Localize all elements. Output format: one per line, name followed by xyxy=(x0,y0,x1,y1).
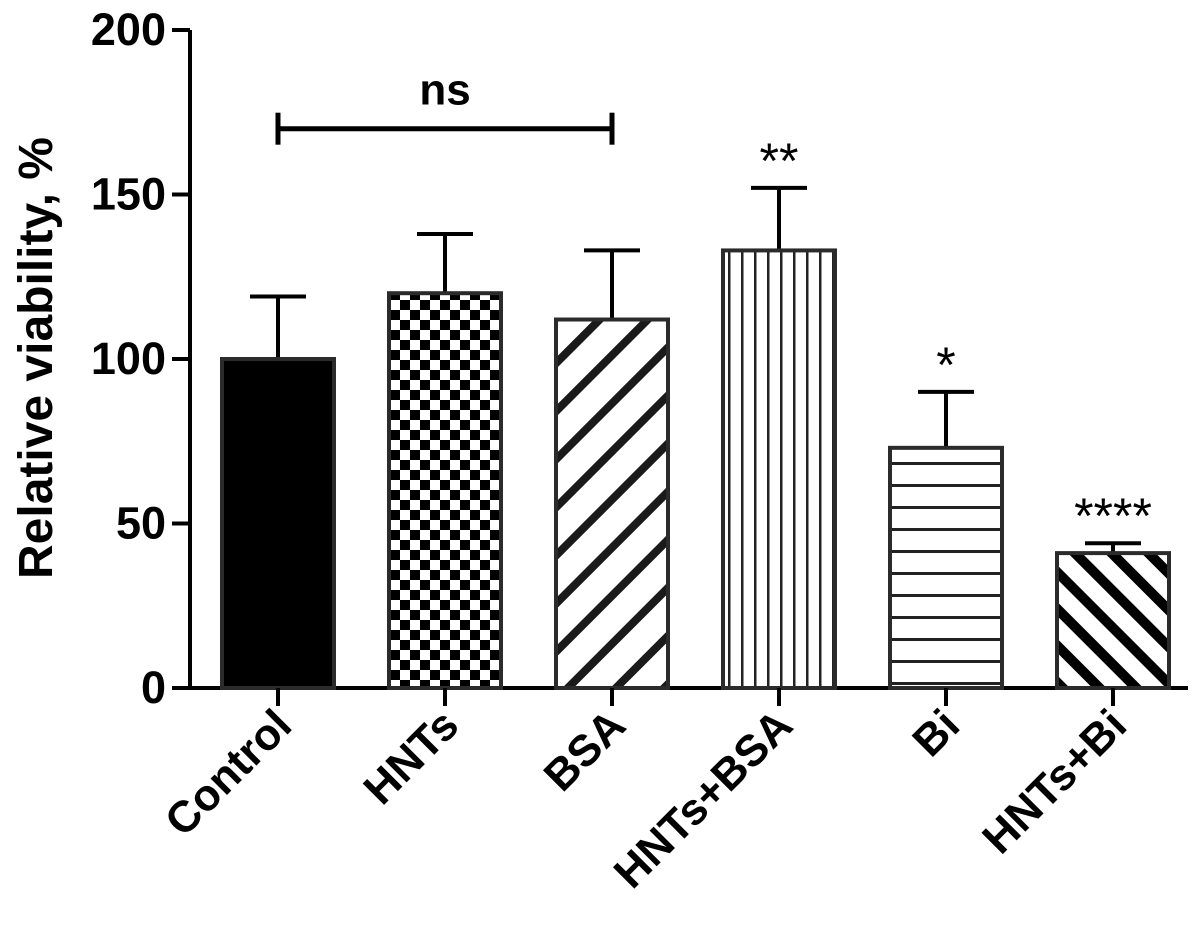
y-tick-label: 150 xyxy=(91,169,166,220)
x-tick-label: HNTs+Bi xyxy=(973,700,1136,863)
x-tick-label: HNTs+BSA xyxy=(605,700,802,897)
bar-control xyxy=(220,357,336,690)
bar-hnts-plus-bsa xyxy=(721,248,837,690)
bar-bsa xyxy=(554,317,670,690)
bar-hnts xyxy=(387,291,503,690)
significance-marker: ** xyxy=(760,133,799,189)
y-axis-title: Relative viability, % xyxy=(10,137,63,579)
y-tick-label: 100 xyxy=(91,333,166,384)
significance-marker: * xyxy=(936,337,955,393)
bar-hnts-plus-bi xyxy=(1055,551,1171,690)
ns-label: ns xyxy=(419,66,470,115)
significance-marker: **** xyxy=(1074,488,1152,544)
x-tick-label: Bi xyxy=(903,700,969,766)
x-tick-label: BSA xyxy=(535,700,635,800)
y-tick-label: 0 xyxy=(141,662,166,713)
y-tick-label: 50 xyxy=(116,498,166,549)
x-tick-label: Control xyxy=(156,700,301,845)
bar-bi xyxy=(888,445,1004,690)
y-tick-label: 200 xyxy=(91,4,166,55)
x-tick-label: HNTs xyxy=(354,700,468,814)
